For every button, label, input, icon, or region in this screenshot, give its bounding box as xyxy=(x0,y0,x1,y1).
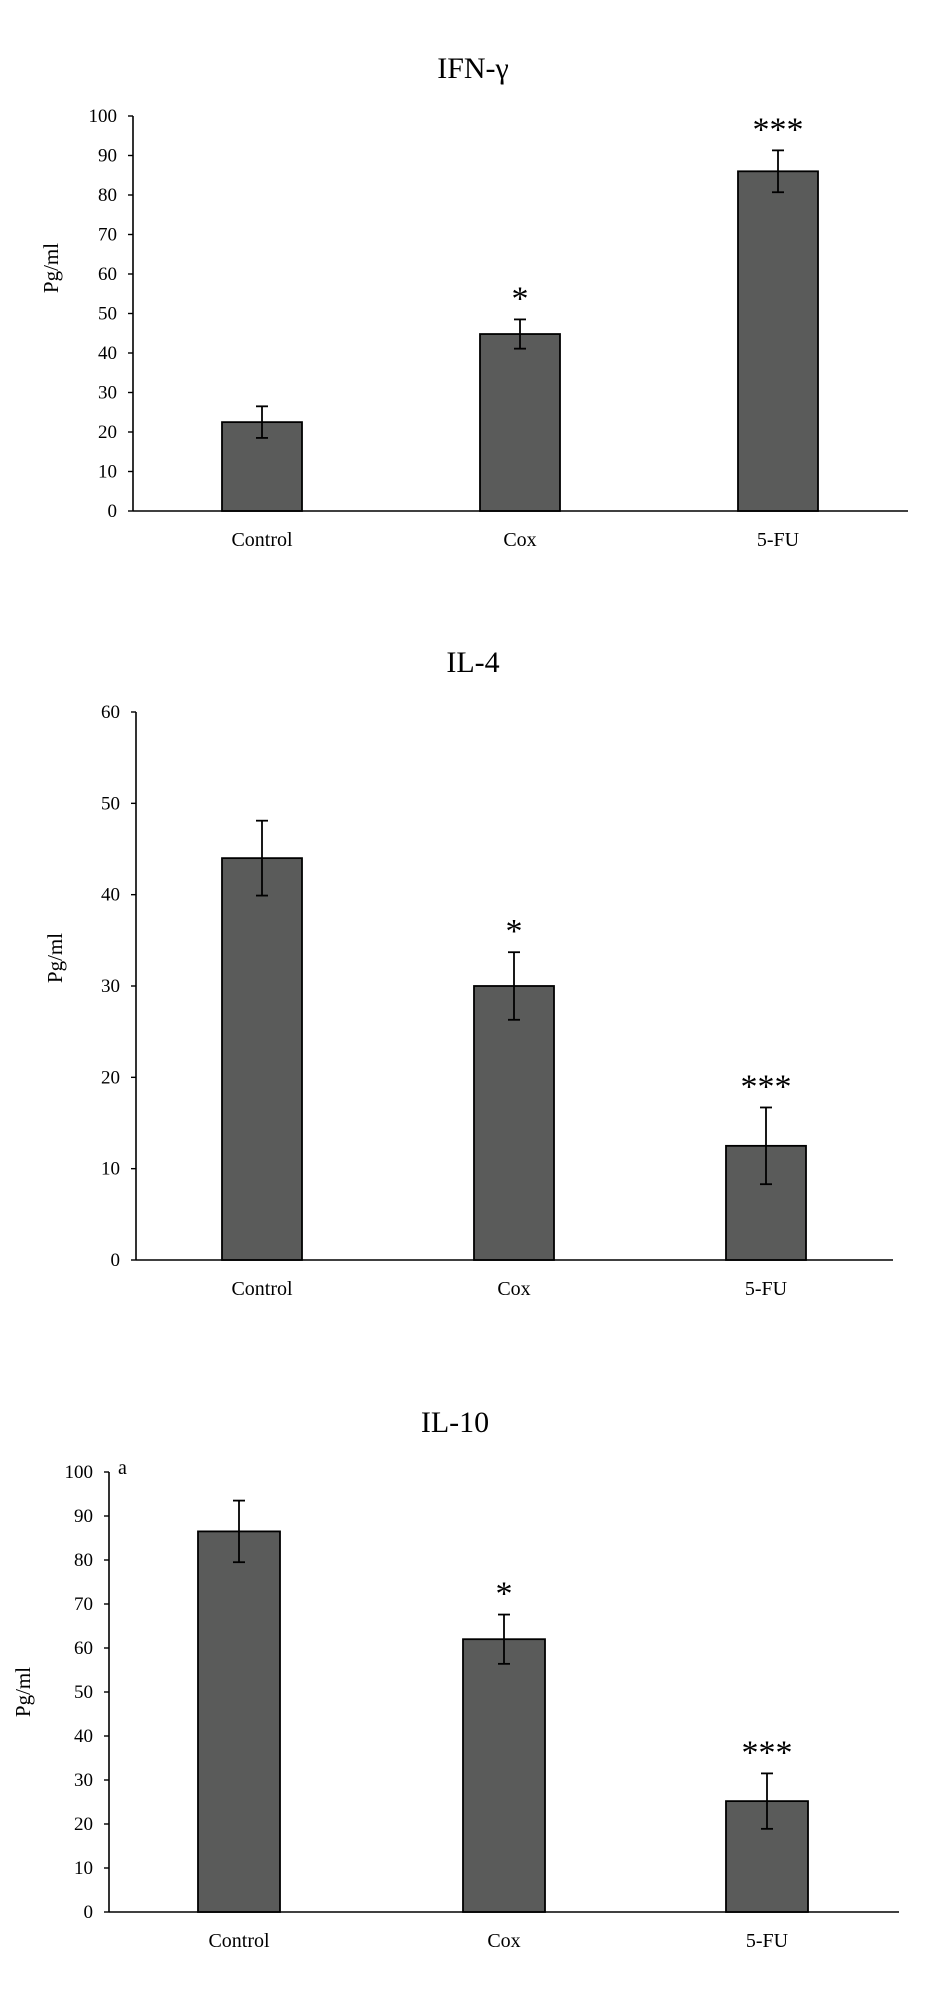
y-axis-label: Pg/ml xyxy=(43,933,67,983)
y-axis-label: Pg/ml xyxy=(11,1667,35,1717)
y-tick-label: 40 xyxy=(74,1726,93,1747)
y-tick-label: 0 xyxy=(84,1902,94,1923)
y-tick-label: 80 xyxy=(74,1550,93,1571)
x-category-label: Cox xyxy=(487,1930,520,1952)
y-tick-label: 50 xyxy=(101,793,120,814)
x-category-label: 5-FU xyxy=(746,1930,789,1952)
y-tick-label: 60 xyxy=(98,264,117,285)
significance-marker: * xyxy=(506,913,523,950)
y-tick-label: 100 xyxy=(89,106,118,127)
x-category-label: 5-FU xyxy=(757,529,800,551)
bar xyxy=(462,1638,546,1913)
y-tick-label: 10 xyxy=(74,1858,93,1879)
y-tick-label: 0 xyxy=(111,1250,121,1271)
y-tick-label: 40 xyxy=(98,343,117,364)
y-tick-label: 90 xyxy=(74,1506,93,1527)
y-tick-label: 20 xyxy=(101,1067,120,1088)
chart-title: IL-10 xyxy=(421,1406,489,1439)
y-tick-label: 30 xyxy=(101,976,120,997)
x-category-label: Cox xyxy=(497,1278,530,1300)
y-axis-label: Pg/ml xyxy=(39,243,63,293)
y-tick-label: 90 xyxy=(98,146,117,167)
y-tick-label: 50 xyxy=(98,304,117,325)
y-tick-label: 20 xyxy=(74,1814,93,1835)
bar xyxy=(737,170,819,512)
y-tick-label: 60 xyxy=(101,702,120,723)
chart-title: IL-4 xyxy=(446,646,499,679)
y-tick-label: 20 xyxy=(98,422,117,443)
y-tick-label: 40 xyxy=(101,885,120,906)
y-tick-label: 60 xyxy=(74,1638,93,1659)
x-category-label: Control xyxy=(208,1930,270,1952)
significance-marker: * xyxy=(496,1576,513,1613)
y-tick-label: 30 xyxy=(74,1770,93,1791)
significance-marker: * xyxy=(512,280,529,317)
y-tick-label: 70 xyxy=(74,1594,93,1615)
significance-marker: *** xyxy=(753,111,804,148)
il-10-chart: IL-10 Pg/ml a 0 10 20 30 40 50 60 70 80 90 100 Control… xyxy=(11,1406,899,1952)
y-tick-label: 10 xyxy=(101,1159,120,1180)
x-category-label: 5-FU xyxy=(745,1278,788,1300)
il-4-chart: IL-4 Pg/ml 0 10 20 30 40 50 60 Control * Cox *** 5-FU xyxy=(43,646,893,1300)
bar xyxy=(221,857,303,1261)
significance-marker: *** xyxy=(742,1734,793,1771)
y-tick-label: 30 xyxy=(98,383,117,404)
x-category-label: Control xyxy=(231,529,293,551)
y-tick-label: 80 xyxy=(98,185,117,206)
x-category-label: Cox xyxy=(503,529,536,551)
y-tick-label: 70 xyxy=(98,225,117,246)
chart-title: IFN-γ xyxy=(437,52,509,85)
y-tick-label: 0 xyxy=(108,501,118,522)
significance-marker: *** xyxy=(741,1068,792,1105)
bar xyxy=(473,985,555,1261)
ifn-gamma-chart: IFN-γ Pg/ml 0 10 20 30 40 50 60 70 80 90 100 Control *… xyxy=(39,52,908,551)
panel-annotation: a xyxy=(118,1457,127,1479)
bar xyxy=(197,1530,281,1913)
bar xyxy=(479,333,561,512)
y-tick-label: 100 xyxy=(65,1462,94,1483)
y-tick-label: 10 xyxy=(98,462,117,483)
x-category-label: Control xyxy=(231,1278,293,1300)
bar xyxy=(221,421,303,512)
y-tick-label: 50 xyxy=(74,1682,93,1703)
